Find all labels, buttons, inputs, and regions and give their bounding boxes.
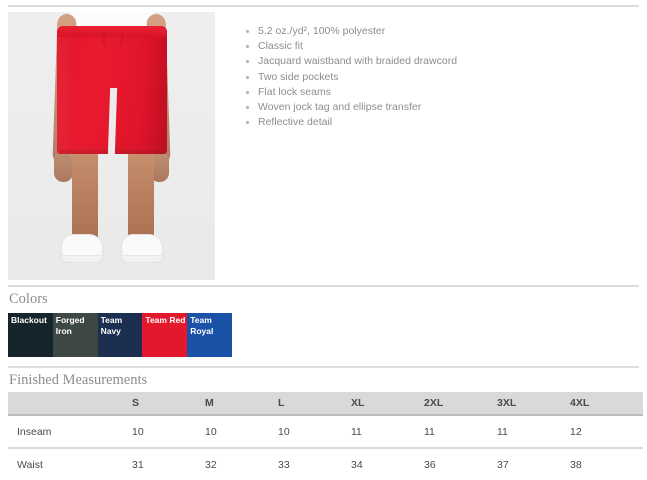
row-label-waist: Waist <box>17 458 43 471</box>
model-hand-right <box>150 152 169 182</box>
cell-inseam-2xl: 11 <box>424 415 497 449</box>
list-item: Classic fit <box>246 39 457 54</box>
list-item: 5.2 oz./yd², 100% polyester <box>246 24 457 39</box>
cell-waist-s: 31 <box>132 458 144 471</box>
cell-inseam-3xl: 11 <box>497 415 570 449</box>
table-row: Waist 31 32 33 34 36 37 38 <box>8 448 643 480</box>
list-item: Reflective detail <box>246 115 457 130</box>
color-swatch-label: Team Royal <box>190 315 214 336</box>
colors-heading: Colors <box>9 291 48 307</box>
product-shorts <box>57 26 167 154</box>
color-swatch-team-royal[interactable]: Team Royal <box>187 313 232 357</box>
shorts-inseam-split <box>107 88 118 154</box>
column-header-xl: XL <box>351 392 424 416</box>
cell-waist-m: 32 <box>205 458 217 471</box>
shorts-hem-left <box>59 150 109 154</box>
model-shoe-right <box>121 234 163 263</box>
column-header-4xl: 4XL <box>570 392 643 416</box>
model-shoe-left <box>61 234 103 263</box>
shorts-hem-right <box>115 150 165 154</box>
shoe-sole-right <box>122 255 162 262</box>
column-header-l: L <box>278 392 351 416</box>
colors-section-divider <box>8 285 639 287</box>
model-hand-left <box>54 152 73 182</box>
cell-inseam-4xl: 12 <box>570 415 643 449</box>
model-leg-left <box>72 148 98 244</box>
shorts-drawcord <box>103 34 123 48</box>
column-header-m: M <box>205 392 278 416</box>
column-header-blank <box>8 392 132 416</box>
cell-waist-2xl: 36 <box>424 458 436 471</box>
color-swatch-label: Forged Iron <box>55 315 85 336</box>
model-leg-right <box>128 148 154 244</box>
cell-waist-l: 33 <box>278 458 290 471</box>
column-header-s: S <box>132 392 205 416</box>
cell-inseam-xl: 11 <box>351 415 424 449</box>
row-label-inseam: Inseam <box>8 415 132 449</box>
color-swatch-list: Blackout Forged Iron Team Navy Team Red … <box>8 313 232 357</box>
table-body: Inseam 10 10 10 11 11 11 12 Waist 31 32 … <box>8 415 643 480</box>
list-item: Two side pockets <box>246 70 457 85</box>
measurements-heading: Finished Measurements <box>9 372 148 388</box>
product-photo-canvas <box>8 12 215 280</box>
color-swatch-label: Team Red <box>145 315 186 325</box>
table-row: Inseam 10 10 10 11 11 11 12 <box>8 415 643 449</box>
cell-waist-4xl: 38 <box>570 458 582 471</box>
shorts-waistband <box>57 26 167 37</box>
color-swatch-team-red[interactable]: Team Red <box>142 313 188 357</box>
color-swatch-forged-iron[interactable]: Forged Iron <box>52 313 98 357</box>
product-overview-section: 5.2 oz./yd², 100% polyester Classic fit … <box>0 10 647 280</box>
cell-inseam-m: 10 <box>205 415 278 449</box>
table-header: S M L XL 2XL 3XL 4XL <box>8 392 643 416</box>
finished-measurements-table: S M L XL 2XL 3XL 4XL Inseam 10 10 10 11 … <box>8 392 643 480</box>
cell-inseam-s: 10 <box>132 415 205 449</box>
measurements-section-divider <box>8 366 639 368</box>
table-header-row: S M L XL 2XL 3XL 4XL <box>8 392 643 416</box>
color-swatch-label: Team Navy <box>100 315 123 336</box>
shoe-sole-left <box>62 255 102 262</box>
color-swatch-blackout[interactable]: Blackout <box>8 313 53 357</box>
cell-waist-xl: 34 <box>351 458 363 471</box>
product-feature-list: 5.2 oz./yd², 100% polyester Classic fit … <box>246 24 457 130</box>
color-swatch-label: Blackout <box>11 315 47 325</box>
list-item: Flat lock seams <box>246 85 457 100</box>
list-item: Jacquard waistband with braided drawcord <box>246 54 457 69</box>
list-item: Woven jock tag and ellipse transfer <box>246 100 457 115</box>
cell-inseam-l: 10 <box>278 415 351 449</box>
column-header-2xl: 2XL <box>424 392 497 416</box>
column-header-3xl: 3XL <box>497 392 570 416</box>
color-swatch-team-navy[interactable]: Team Navy <box>97 313 143 357</box>
top-divider <box>8 5 639 7</box>
cell-waist-3xl: 37 <box>497 458 509 471</box>
product-photo[interactable] <box>8 12 215 280</box>
